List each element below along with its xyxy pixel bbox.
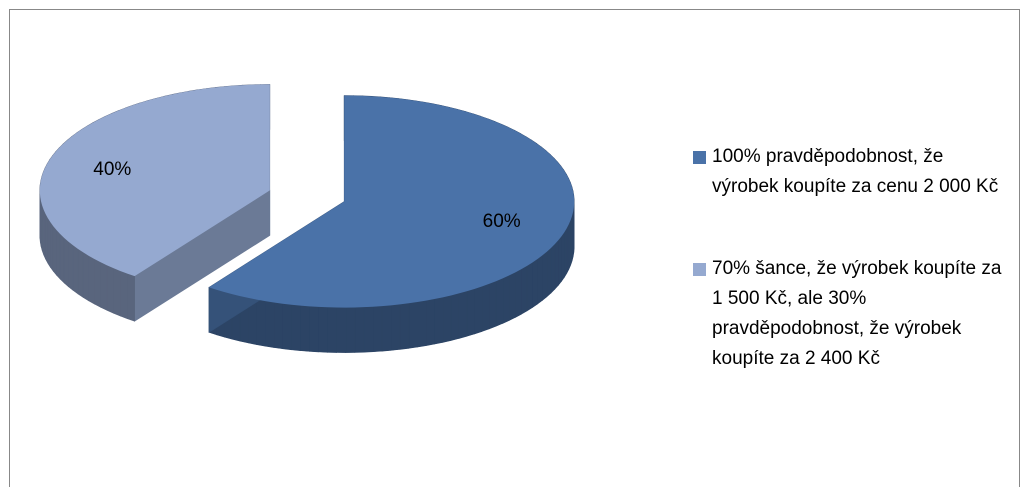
pie-side-wall — [417, 300, 427, 348]
pie-side-wall — [381, 305, 392, 352]
pie-side-wall — [399, 302, 410, 350]
pie-side-wall — [119, 270, 128, 320]
legend-label: 70% šance, že výrobek koupíte za 1 500 K… — [712, 258, 1002, 369]
pie-side-wall — [521, 265, 528, 315]
pie-side-wall — [537, 254, 543, 305]
pie-side-wall — [309, 306, 319, 353]
pie-side-wall — [52, 225, 57, 276]
pie-side-wall — [336, 307, 347, 353]
pie-side-wall — [561, 231, 565, 283]
pie-side-wall — [354, 306, 365, 353]
pie-side-wall — [408, 301, 418, 349]
legend-swatch — [693, 263, 706, 276]
pie-side-wall — [273, 302, 283, 350]
pie-side-wall — [113, 267, 121, 317]
pie-side-wall — [542, 251, 548, 302]
pie-side-wall — [390, 304, 401, 351]
legend-item: 100% pravděpodobnost, že výrobek koupíte… — [693, 142, 1013, 202]
pie-side-wall — [318, 306, 328, 353]
pie-side-wall — [363, 306, 374, 353]
pie-side-wall — [566, 224, 570, 274]
pie-side-wall — [68, 240, 74, 291]
pie-side-wall — [63, 237, 69, 288]
pie-side-wall — [94, 258, 101, 308]
pie-side-wall — [264, 300, 275, 348]
pie-side-wall — [300, 305, 310, 352]
chart-border — [9, 9, 1020, 487]
pie-slice — [208, 95, 575, 308]
pie-side-wall — [327, 306, 337, 353]
pie-side-wall — [127, 273, 135, 322]
pie-side-wall — [106, 264, 114, 314]
pie-side-wall — [425, 298, 435, 346]
legend-item: 70% šance, že výrobek koupíte za 1 500 K… — [693, 254, 1013, 374]
data-label: 60% — [483, 211, 521, 232]
pie-side-wall — [458, 290, 468, 339]
pie-side-wall — [50, 221, 54, 273]
pie-side-wall — [345, 307, 356, 353]
pie-side-wall — [508, 271, 516, 321]
pie-side-wall — [372, 305, 383, 353]
pie-slice — [39, 84, 270, 277]
pie-side-wall — [450, 293, 460, 341]
pie-side-wall — [72, 244, 79, 295]
pie-side-wall — [495, 277, 504, 327]
pie-side-wall — [59, 233, 65, 284]
pie-side-wall — [434, 296, 444, 345]
pie-side-wall — [558, 235, 562, 287]
pie-side-wall — [474, 286, 483, 335]
pie-side-wall — [550, 243, 556, 294]
pie-side-wall — [45, 213, 49, 264]
pie-side-wall — [532, 258, 538, 309]
legend-swatch — [693, 151, 706, 164]
pie-side-wall — [466, 288, 475, 337]
pie-side-wall — [88, 255, 95, 305]
pie-side-wall — [488, 280, 497, 330]
pie-side-wall — [481, 283, 490, 332]
pie-side-wall — [563, 227, 568, 279]
pie-side-wall — [554, 239, 559, 290]
pie-side-wall — [442, 295, 452, 343]
pie-side-wall — [546, 247, 552, 298]
pie-side-wall — [100, 261, 108, 311]
legend-label: 100% pravděpodobnost, že výrobek koupíte… — [712, 146, 999, 197]
pie-side-wall — [502, 274, 510, 324]
pie-side-wall — [82, 251, 89, 302]
data-label: 40% — [93, 159, 131, 180]
pie-side-wall — [291, 304, 301, 351]
pie-side-wall — [56, 229, 61, 280]
pie-side-wall — [526, 261, 533, 312]
pie-side-wall — [47, 217, 51, 269]
pie-side-wall — [515, 268, 522, 318]
pie-side-wall — [77, 248, 84, 298]
pie-side-wall — [256, 299, 266, 347]
pie-side-wall — [282, 303, 292, 351]
